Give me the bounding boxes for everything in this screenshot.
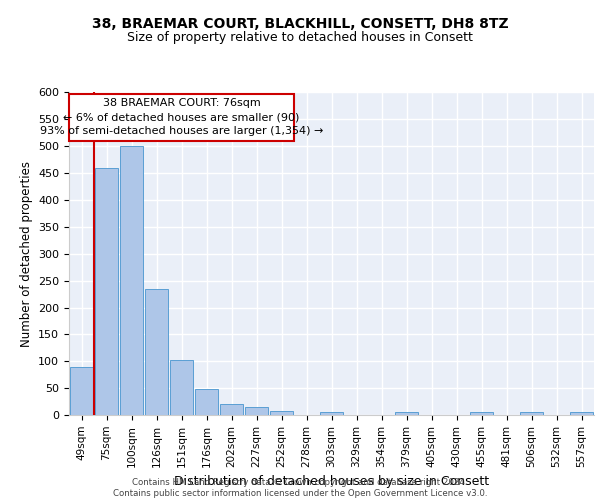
Bar	[220, 404, 243, 415]
Bar	[245, 408, 268, 415]
Bar	[570, 412, 593, 415]
Bar	[120, 146, 143, 415]
Bar	[270, 410, 293, 415]
Text: Size of property relative to detached houses in Consett: Size of property relative to detached ho…	[127, 31, 473, 44]
X-axis label: Distribution of detached houses by size in Consett: Distribution of detached houses by size …	[174, 475, 489, 488]
Bar	[69, 94, 294, 141]
Bar	[95, 168, 118, 415]
Bar	[320, 412, 343, 415]
Bar	[70, 366, 93, 415]
Bar	[170, 360, 193, 415]
Bar	[470, 412, 493, 415]
Text: 38 BRAEMAR COURT: 76sqm
← 6% of detached houses are smaller (90)
93% of semi-det: 38 BRAEMAR COURT: 76sqm ← 6% of detached…	[40, 98, 323, 136]
Bar	[195, 389, 218, 415]
Text: Contains HM Land Registry data © Crown copyright and database right 2024.
Contai: Contains HM Land Registry data © Crown c…	[113, 478, 487, 498]
Bar	[395, 412, 418, 415]
Bar	[145, 288, 168, 415]
Bar	[520, 412, 543, 415]
Text: 38, BRAEMAR COURT, BLACKHILL, CONSETT, DH8 8TZ: 38, BRAEMAR COURT, BLACKHILL, CONSETT, D…	[92, 18, 508, 32]
Y-axis label: Number of detached properties: Number of detached properties	[20, 161, 32, 347]
